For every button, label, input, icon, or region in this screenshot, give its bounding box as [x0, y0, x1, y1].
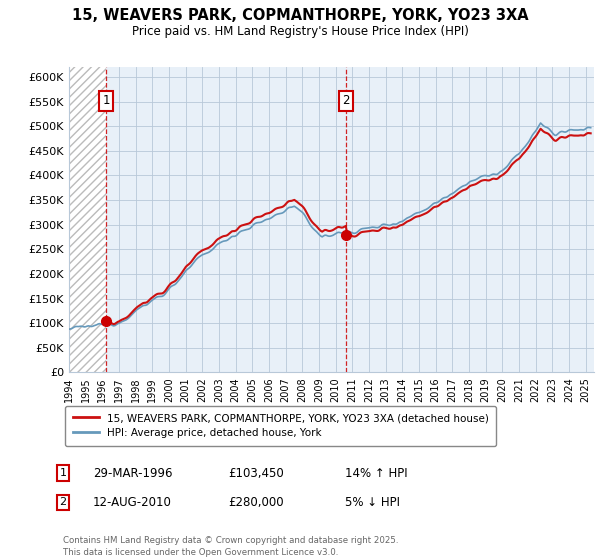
Text: £280,000: £280,000: [228, 496, 284, 509]
Text: 12-AUG-2010: 12-AUG-2010: [93, 496, 172, 509]
Text: Price paid vs. HM Land Registry's House Price Index (HPI): Price paid vs. HM Land Registry's House …: [131, 25, 469, 38]
Text: £103,450: £103,450: [228, 466, 284, 480]
Text: 1: 1: [103, 94, 110, 108]
Text: 1: 1: [59, 468, 67, 478]
Text: 2: 2: [59, 497, 67, 507]
Text: 15, WEAVERS PARK, COPMANTHORPE, YORK, YO23 3XA: 15, WEAVERS PARK, COPMANTHORPE, YORK, YO…: [71, 8, 529, 24]
Text: Contains HM Land Registry data © Crown copyright and database right 2025.
This d: Contains HM Land Registry data © Crown c…: [63, 536, 398, 557]
Text: 2: 2: [342, 94, 350, 108]
Text: 5% ↓ HPI: 5% ↓ HPI: [345, 496, 400, 509]
Legend: 15, WEAVERS PARK, COPMANTHORPE, YORK, YO23 3XA (detached house), HPI: Average pr: 15, WEAVERS PARK, COPMANTHORPE, YORK, YO…: [65, 406, 496, 446]
Text: 14% ↑ HPI: 14% ↑ HPI: [345, 466, 407, 480]
Text: 29-MAR-1996: 29-MAR-1996: [93, 466, 173, 480]
